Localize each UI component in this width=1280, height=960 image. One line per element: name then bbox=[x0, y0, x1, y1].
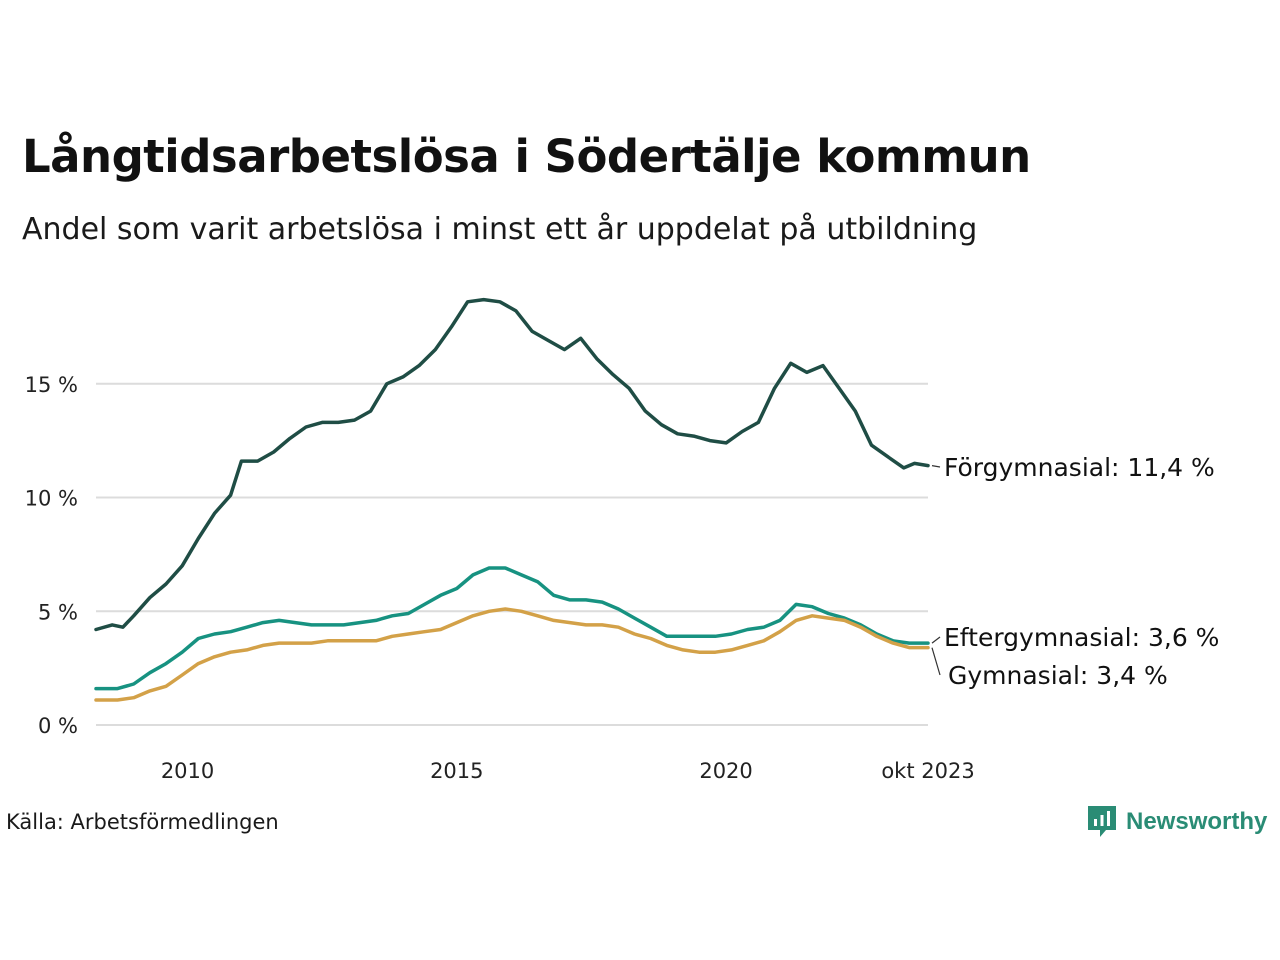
series-label-gymnasial: Gymnasial: 3,4 % bbox=[948, 661, 1168, 690]
source-note: Källa: Arbetsförmedlingen bbox=[6, 810, 279, 834]
label-leader-eftergymnasial bbox=[931, 636, 941, 644]
x-tick-label: 2010 bbox=[161, 759, 214, 783]
label-leader-forgymnasial bbox=[931, 465, 941, 468]
series-label-eftergymnasial: Eftergymnasial: 3,6 % bbox=[944, 623, 1219, 652]
y-tick-label: 5 % bbox=[38, 600, 78, 624]
label-leader-gymnasial bbox=[931, 647, 941, 676]
chart-title: Långtidsarbetslösa i Södertälje kommun bbox=[22, 130, 1031, 183]
chart-subtitle: Andel som varit arbetslösa i minst ett å… bbox=[22, 212, 978, 247]
series-line-forgymnasial bbox=[94, 297, 930, 632]
x-tick-label: okt 2023 bbox=[881, 759, 974, 783]
y-tick-label: 10 % bbox=[25, 487, 78, 511]
y-tick-label: 15 % bbox=[25, 373, 78, 397]
y-tick-label: 0 % bbox=[38, 714, 78, 738]
newsworthy-logo-text: Newsworthy bbox=[1126, 808, 1268, 835]
series-line-gymnasial bbox=[94, 607, 930, 702]
x-tick-label: 2015 bbox=[430, 759, 483, 783]
series-label-forgymnasial: Förgymnasial: 11,4 % bbox=[944, 453, 1215, 482]
series-line-eftergymnasial bbox=[94, 566, 930, 691]
newsworthy-logo: Newsworthy bbox=[1086, 804, 1267, 840]
newsworthy-logo-icon bbox=[1088, 806, 1116, 837]
x-tick-label: 2020 bbox=[699, 759, 752, 783]
